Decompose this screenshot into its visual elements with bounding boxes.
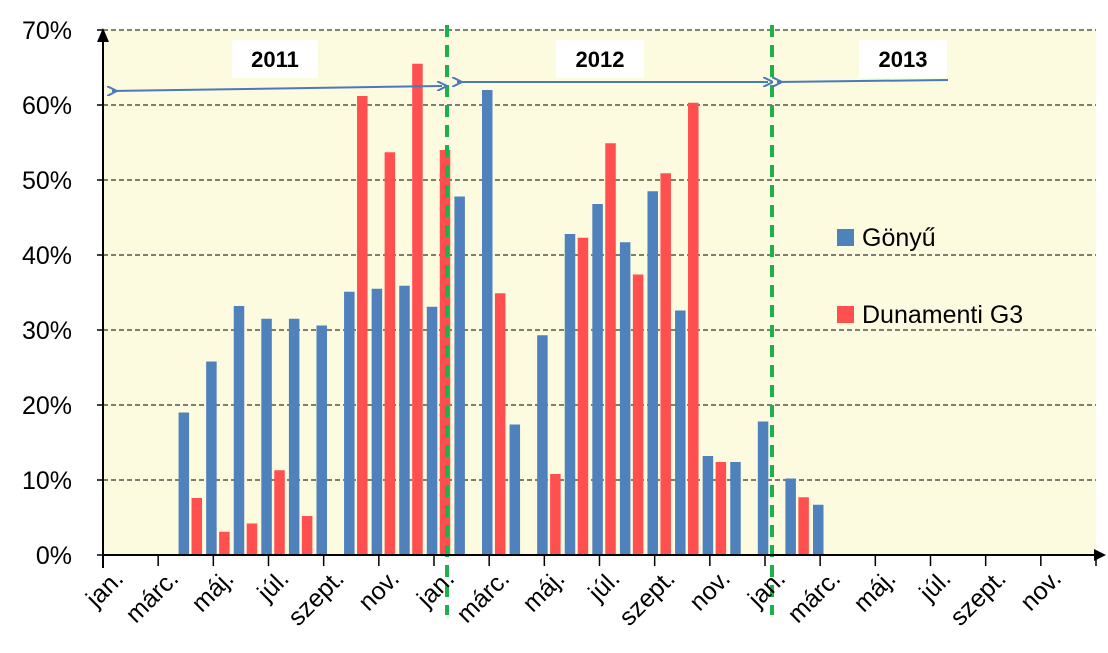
- bar: [454, 196, 465, 555]
- bar: [730, 462, 741, 555]
- bar: [481, 90, 493, 555]
- year-range-arrow: [777, 80, 949, 82]
- bar: [798, 497, 809, 555]
- year-label: 2012: [576, 47, 625, 72]
- y-tick-label: 50%: [22, 167, 72, 195]
- legend-swatch: [837, 229, 854, 246]
- bar: [288, 318, 300, 555]
- y-tick-label: 60%: [22, 92, 72, 120]
- bar: [564, 234, 576, 555]
- bars: [178, 63, 824, 555]
- year-annotations: 2011 2012 2013: [112, 40, 949, 91]
- year-dividers: [445, 25, 774, 615]
- x-tick-label: máj.: [186, 564, 239, 617]
- bar: [537, 335, 548, 555]
- bar: [412, 63, 423, 555]
- bar: [660, 173, 671, 555]
- x-tick-label: nov.: [684, 564, 736, 616]
- bar: [219, 531, 230, 555]
- x-axis-arrow-icon: [1094, 549, 1106, 561]
- bar: [785, 478, 796, 555]
- bar: [316, 325, 327, 555]
- year-range-arrow: [112, 86, 442, 91]
- x-tick-label: máj.: [848, 564, 901, 617]
- bar: [246, 523, 258, 555]
- bar: [301, 516, 313, 555]
- y-tick-label: 30%: [22, 317, 72, 345]
- legend-label: Gönyű: [862, 224, 936, 252]
- bar: [757, 421, 769, 555]
- bar: [206, 361, 217, 555]
- y-tick-label: 20%: [22, 392, 72, 420]
- bar: [357, 96, 368, 555]
- bar: [632, 274, 644, 555]
- y-tick-labels: 0% 10% 20% 30% 40% 50% 60% 70%: [22, 17, 72, 570]
- x-tick-label: szept.: [614, 564, 681, 631]
- bar: [550, 474, 561, 555]
- bar: [344, 291, 355, 555]
- legend: Gönyű Dunamenti G3: [837, 224, 1023, 329]
- bar: [426, 306, 438, 555]
- x-tick-label: júl.: [913, 564, 956, 607]
- legend-swatch: [837, 306, 854, 323]
- year-label: 2011: [251, 47, 299, 72]
- x-tick-label: máj.: [517, 564, 570, 617]
- bar: [577, 237, 589, 555]
- year-label-box: [232, 40, 318, 78]
- bar: [702, 456, 714, 555]
- bar: [494, 293, 506, 555]
- bar: [399, 285, 410, 555]
- x-tick-label: márc.: [451, 564, 515, 628]
- bar: [675, 310, 686, 555]
- year-label-box: [859, 40, 947, 78]
- bar: [592, 204, 603, 555]
- bar: [619, 242, 631, 555]
- bar: [384, 152, 396, 555]
- x-tick-label: szept.: [945, 564, 1012, 631]
- x-tick-labels: jan.márc. máj. júl.szept. nov. jan.márc. máj.…: [80, 564, 1067, 631]
- x-tick-label: júl.: [251, 564, 294, 607]
- x-tick-label: nov.: [1015, 564, 1067, 616]
- legend-label: Dunamenti G3: [862, 301, 1023, 329]
- x-tick-label: nov.: [353, 564, 405, 616]
- x-tick-label: márc.: [120, 564, 184, 628]
- year-label-box: [556, 40, 644, 78]
- bar: [509, 424, 521, 555]
- bar: [191, 498, 203, 555]
- x-tick-label: júl.: [582, 564, 625, 607]
- year-label: 2013: [879, 47, 928, 72]
- bar: [812, 504, 824, 555]
- axes: [97, 28, 1106, 568]
- bar: [371, 288, 383, 555]
- x-tick-label: márc.: [782, 564, 846, 628]
- y-axis-arrow-icon: [97, 28, 109, 42]
- x-tick-label: szept.: [283, 564, 350, 631]
- bar: [605, 143, 616, 555]
- y-tick-label: 10%: [22, 467, 72, 495]
- bar: [261, 318, 272, 555]
- bar: [647, 191, 658, 555]
- y-tick-label: 40%: [22, 242, 72, 270]
- bar: [274, 470, 285, 555]
- bar: [688, 102, 699, 555]
- bar: [715, 462, 727, 555]
- y-tick-label: 70%: [22, 17, 72, 45]
- bar: [233, 306, 245, 555]
- bar: [178, 412, 190, 555]
- y-tick-label: 0%: [36, 542, 72, 570]
